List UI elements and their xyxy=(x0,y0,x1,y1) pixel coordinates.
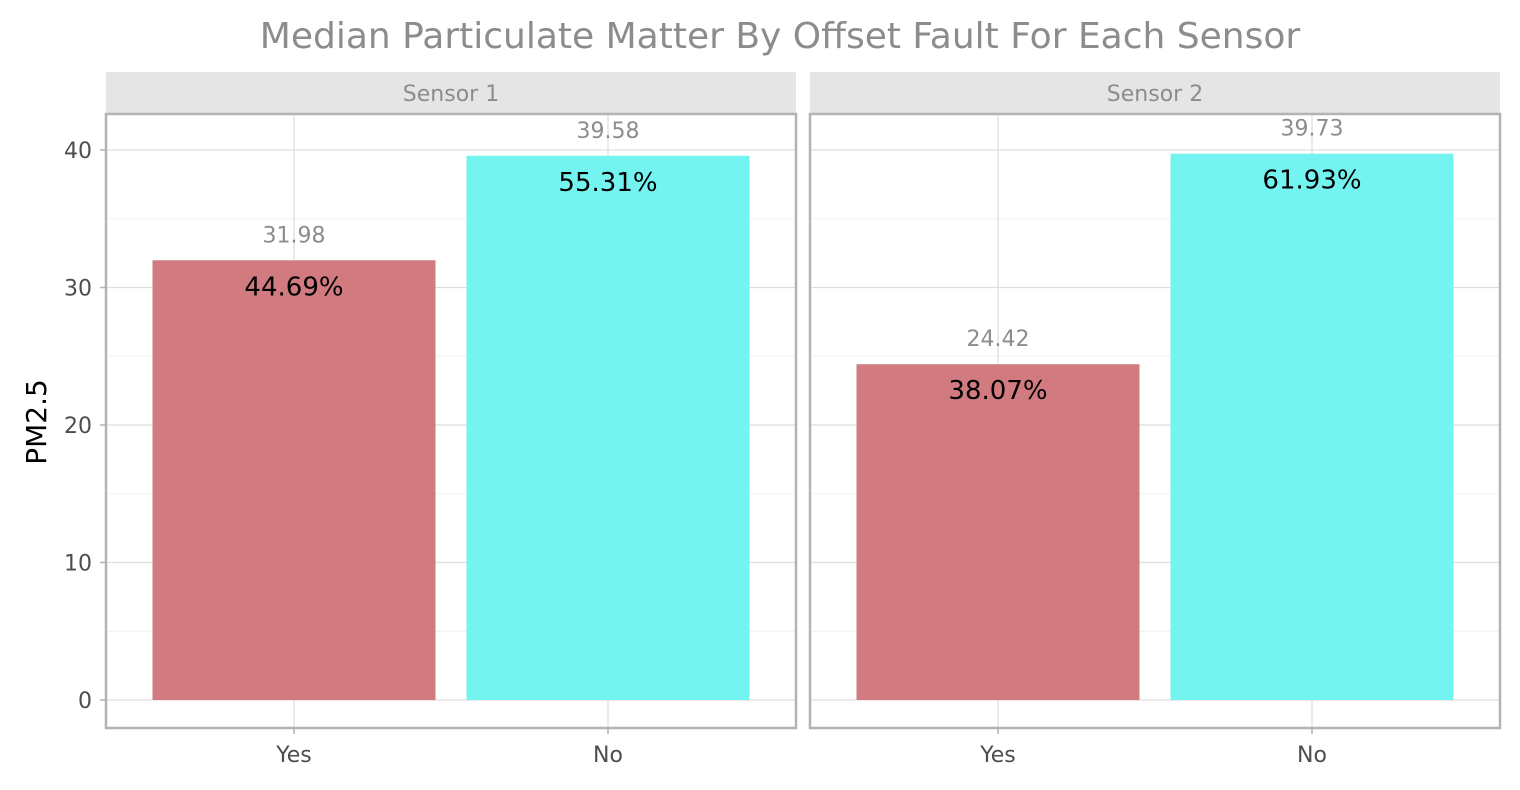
y-tick-label: 0 xyxy=(78,689,92,714)
facet-strip xyxy=(106,72,796,114)
x-tick-label: No xyxy=(1297,743,1327,768)
bar-yes xyxy=(856,364,1140,700)
panel-border xyxy=(808,112,1502,730)
y-tick-label: 30 xyxy=(64,277,92,302)
bar-value-label: 31.98 xyxy=(263,223,326,248)
y-tick-label: 10 xyxy=(64,552,92,577)
bar-percent-label: 55.31% xyxy=(558,168,657,198)
bar-percent-label: 38.07% xyxy=(948,376,1047,406)
y-tick-label: 40 xyxy=(64,139,92,164)
facet-panel: Sensor 2 24.42 38.07% 39.73 61.93% Yes No xyxy=(808,72,1502,768)
facet-panel: Sensor 1 31.98 44.69% 39.58 55.31% Yes No xyxy=(104,72,798,768)
x-tick-label: No xyxy=(593,743,623,768)
y-axis-label: PM2.5 xyxy=(20,379,53,465)
x-tick-label: Yes xyxy=(979,743,1016,768)
bar-no xyxy=(1170,153,1454,700)
bar-yes xyxy=(152,260,436,700)
bar-value-label: 24.42 xyxy=(967,327,1030,352)
y-tick-label: 20 xyxy=(64,414,92,439)
facet-strip-label: Sensor 1 xyxy=(403,82,499,107)
panel-border xyxy=(104,112,798,730)
bar-percent-label: 44.69% xyxy=(244,272,343,302)
bar-value-label: 39.73 xyxy=(1281,117,1344,142)
y-axis: 0 10 20 30 40 xyxy=(64,139,106,714)
facet-strip-label: Sensor 2 xyxy=(1107,82,1203,107)
bar-value-label: 39.58 xyxy=(577,119,640,144)
chart-title: Median Particulate Matter By Offset Faul… xyxy=(260,16,1301,57)
facet-strip xyxy=(810,72,1500,114)
x-tick-label: Yes xyxy=(275,743,312,768)
bar-no xyxy=(466,155,750,700)
bar-percent-label: 61.93% xyxy=(1262,166,1361,196)
